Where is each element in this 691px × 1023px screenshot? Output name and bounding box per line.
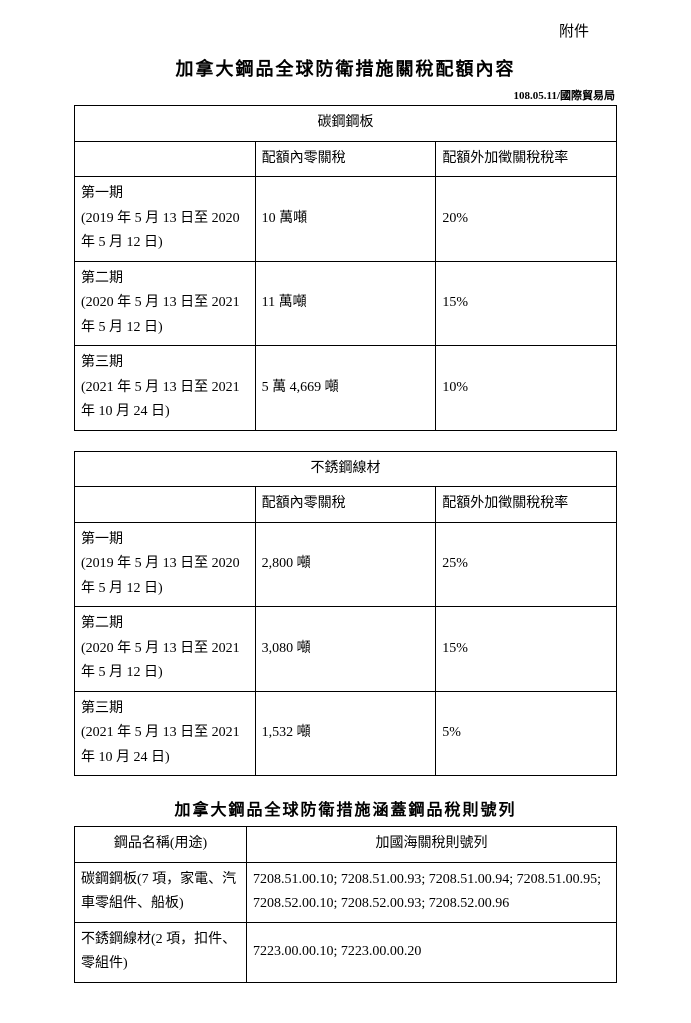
hs-header-name: 鋼品名稱(用途) [75,827,247,863]
quota-table-1: 碳鋼鋼板 配額內零關稅 配額外加徵關稅稅率 第一期 (2019 年 5 月 13… [74,105,617,431]
table-row: 第一期 (2019 年 5 月 13 日至 2020 年 5 月 12 日) 2… [75,522,617,607]
table-row: 不銹鋼線材(2 項，扣件、零組件) 7223.00.00.10; 7223.00… [75,922,617,982]
hs-code-table: 鋼品名稱(用途) 加國海關稅則號列 碳鋼鋼板(7 項，家電、汽車零組件、船板) … [74,826,617,983]
period-cell: 第三期 (2021 年 5 月 13 日至 2021 年 10 月 24 日) [75,346,256,431]
table-row: 第三期 (2021 年 5 月 13 日至 2021 年 10 月 24 日) … [75,346,617,431]
period-range: (2021 年 5 月 13 日至 2021 年 10 月 24 日) [81,725,240,765]
product-name: 碳鋼鋼板(7 項，家電、汽車零組件、船板) [75,862,247,922]
empty-header-cell [75,487,256,523]
category-header: 不銹鋼線材 [75,451,617,487]
period-name: 第一期 [81,532,123,547]
period-range: (2020 年 5 月 13 日至 2021 年 5 月 12 日) [81,641,240,681]
period-cell: 第三期 (2021 年 5 月 13 日至 2021 年 10 月 24 日) [75,691,256,776]
product-name: 不銹鋼線材(2 項，扣件、零組件) [75,922,247,982]
period-name: 第三期 [81,355,123,370]
quota-value: 11 萬噸 [255,261,436,346]
hs-header-codes: 加國海關稅則號列 [247,827,617,863]
period-name: 第二期 [81,271,123,286]
surcharge-value: 15% [436,607,617,692]
table-row: 碳鋼鋼板(7 項，家電、汽車零組件、船板) 7208.51.00.10; 720… [75,862,617,922]
main-title: 加拿大鋼品全球防衛措施關稅配額內容 [74,55,617,81]
source-line: 108.05.11/國際貿易局 [74,87,617,103]
quota-header: 配額內零關稅 [255,487,436,523]
table-row: 鋼品名稱(用途) 加國海關稅則號列 [75,827,617,863]
quota-value: 1,532 噸 [255,691,436,776]
period-name: 第三期 [81,701,123,716]
period-cell: 第二期 (2020 年 5 月 13 日至 2021 年 5 月 12 日) [75,261,256,346]
attachment-label: 附件 [74,20,617,41]
surcharge-header: 配額外加徵關稅稅率 [436,487,617,523]
table-row: 第二期 (2020 年 5 月 13 日至 2021 年 5 月 12 日) 3… [75,607,617,692]
table-row: 不銹鋼線材 [75,451,617,487]
surcharge-header: 配額外加徵關稅稅率 [436,141,617,177]
quota-value: 3,080 噸 [255,607,436,692]
period-name: 第一期 [81,186,123,201]
table-row: 配額內零關稅 配額外加徵關稅稅率 [75,487,617,523]
table-row: 配額內零關稅 配額外加徵關稅稅率 [75,141,617,177]
surcharge-value: 5% [436,691,617,776]
quota-header: 配額內零關稅 [255,141,436,177]
period-cell: 第一期 (2019 年 5 月 13 日至 2020 年 5 月 12 日) [75,177,256,262]
period-range: (2019 年 5 月 13 日至 2020 年 5 月 12 日) [81,211,240,251]
quota-value: 2,800 噸 [255,522,436,607]
table-row: 第三期 (2021 年 5 月 13 日至 2021 年 10 月 24 日) … [75,691,617,776]
hs-codes: 7223.00.00.10; 7223.00.00.20 [247,922,617,982]
period-range: (2021 年 5 月 13 日至 2021 年 10 月 24 日) [81,380,240,420]
period-cell: 第二期 (2020 年 5 月 13 日至 2021 年 5 月 12 日) [75,607,256,692]
surcharge-value: 20% [436,177,617,262]
surcharge-value: 15% [436,261,617,346]
quota-table-2: 不銹鋼線材 配額內零關稅 配額外加徵關稅稅率 第一期 (2019 年 5 月 1… [74,451,617,777]
table-row: 第二期 (2020 年 5 月 13 日至 2021 年 5 月 12 日) 1… [75,261,617,346]
table-row: 碳鋼鋼板 [75,106,617,142]
period-cell: 第一期 (2019 年 5 月 13 日至 2020 年 5 月 12 日) [75,522,256,607]
surcharge-value: 10% [436,346,617,431]
quota-value: 5 萬 4,669 噸 [255,346,436,431]
table-row: 第一期 (2019 年 5 月 13 日至 2020 年 5 月 12 日) 1… [75,177,617,262]
quota-value: 10 萬噸 [255,177,436,262]
period-range: (2020 年 5 月 13 日至 2021 年 5 月 12 日) [81,295,240,335]
period-name: 第二期 [81,616,123,631]
empty-header-cell [75,141,256,177]
surcharge-value: 25% [436,522,617,607]
period-range: (2019 年 5 月 13 日至 2020 年 5 月 12 日) [81,556,240,596]
hs-codes: 7208.51.00.10; 7208.51.00.93; 7208.51.00… [247,862,617,922]
category-header: 碳鋼鋼板 [75,106,617,142]
hs-code-title: 加拿大鋼品全球防衛措施涵蓋鋼品稅則號列 [74,796,617,820]
